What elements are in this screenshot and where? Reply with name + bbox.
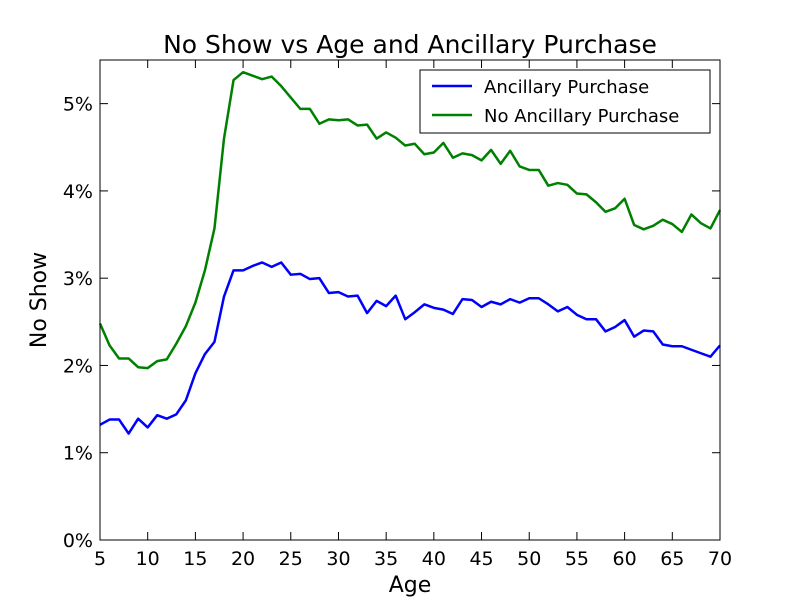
legend: Ancillary Purchase No Ancillary Purchase <box>419 69 711 134</box>
x-tick-label: 20 <box>231 548 255 570</box>
x-tick-label: 50 <box>517 548 541 570</box>
y-tick-label: 2% <box>63 355 93 377</box>
legend-box <box>419 69 711 134</box>
y-tick-label: 5% <box>63 94 93 116</box>
series-layer <box>98 70 722 435</box>
ticks-layer: 5 10 15 20 25 30 35 40 45 50 55 60 65 70 0% 1% 2% 3% 4% 5% <box>63 60 732 570</box>
y-axis-label: No Show <box>27 252 52 348</box>
x-tick-label: 55 <box>565 548 589 570</box>
x-tick-label: 10 <box>136 548 160 570</box>
y-tick-label: 4% <box>63 181 93 203</box>
y-tick-label: 3% <box>63 268 93 290</box>
plot-frame <box>99 59 721 541</box>
x-tick-label: 40 <box>422 548 446 570</box>
x-tick-label: 45 <box>469 548 493 570</box>
x-tick-label: 30 <box>326 548 350 570</box>
chart-title: No Show vs Age and Ancillary Purchase <box>163 30 657 59</box>
series-line-no-ancillary-purchase <box>98 70 722 370</box>
legend-label-ancillary-purchase: Ancillary Purchase <box>484 77 649 98</box>
x-tick-label: 65 <box>660 548 684 570</box>
y-tick-label: 1% <box>63 443 93 465</box>
x-axis-label: Age <box>389 573 432 598</box>
x-tick-label: 25 <box>279 548 303 570</box>
x-tick-label: 35 <box>374 548 398 570</box>
legend-label-no-ancillary-purchase: No Ancillary Purchase <box>484 106 679 127</box>
x-tick-label: 5 <box>94 548 106 570</box>
series-line-ancillary-purchase <box>99 261 721 435</box>
x-tick-label: 70 <box>708 548 732 570</box>
x-tick-label: 15 <box>183 548 207 570</box>
x-tick-label: 60 <box>613 548 637 570</box>
y-tick-label: 0% <box>63 530 93 552</box>
